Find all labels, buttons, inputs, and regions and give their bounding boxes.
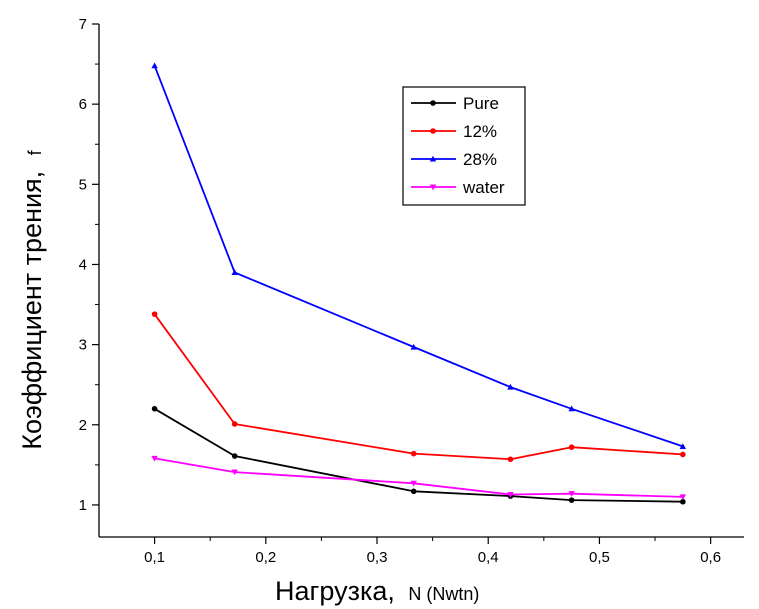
data-point — [679, 494, 687, 501]
data-point — [680, 498, 686, 505]
data-point — [231, 269, 238, 276]
data-point — [410, 343, 417, 350]
series-pure — [151, 405, 686, 505]
axes — [98, 24, 744, 538]
legend-marker — [429, 155, 437, 162]
legend-entry: Pure — [411, 94, 499, 113]
x-tick-label: 0,1 — [144, 549, 165, 566]
legend-entry: 12% — [411, 122, 497, 141]
data-point — [507, 456, 514, 463]
data-point — [231, 421, 238, 427]
data-point — [231, 469, 238, 476]
x-tick-label: 0,4 — [478, 549, 499, 566]
data-point — [151, 405, 158, 412]
data-point — [410, 450, 417, 457]
y-axis-label: Коэффициент трения, f — [17, 149, 47, 449]
data-point — [680, 451, 686, 458]
x-tick-label: 0,5 — [589, 549, 610, 566]
legend-marker — [429, 184, 437, 191]
y-tick-label: 4 — [79, 256, 87, 273]
x-axis-label: Нагрузка, N (Nwtn) — [275, 576, 479, 606]
data-point — [568, 444, 575, 451]
legend-label: water — [462, 178, 505, 197]
legend-entry: water — [411, 178, 505, 197]
data-point — [231, 453, 238, 459]
y-tick-label: 5 — [79, 176, 87, 193]
data-point — [151, 311, 158, 317]
data-point — [568, 405, 575, 412]
series-line — [153, 313, 683, 461]
data-point — [679, 443, 687, 449]
series-28 — [151, 62, 687, 449]
x-tick-label: 0,2 — [255, 549, 276, 566]
legend-label: 28% — [463, 150, 497, 169]
y-axis-label-unit: f — [25, 149, 45, 155]
data-point — [568, 497, 575, 503]
series-line — [154, 408, 683, 503]
series-line — [153, 65, 684, 448]
series-12 — [151, 311, 686, 463]
legend-marker — [430, 100, 436, 106]
y-axis-label-main: Коэффициент трения, — [17, 171, 47, 450]
data-point — [507, 383, 514, 390]
legend-marker — [430, 128, 436, 134]
y-tick-label: 6 — [79, 96, 87, 113]
legend-label: 12% — [463, 122, 497, 141]
legend-label: Pure — [463, 94, 499, 113]
x-tick-label: 0,6 — [700, 549, 721, 566]
y-tick-label: 1 — [79, 497, 87, 514]
data-point — [568, 491, 575, 497]
legend: Pure 12% 28% water — [402, 86, 526, 206]
x-tick-label: 0,3 — [367, 549, 388, 566]
series-line — [154, 457, 683, 498]
data-point — [410, 488, 417, 495]
y-tick-label: 2 — [79, 417, 87, 434]
data-point — [410, 480, 417, 487]
data-point — [151, 455, 158, 462]
y-tick-label: 7 — [79, 16, 87, 33]
x-axis-label-main: Нагрузка, — [275, 576, 395, 606]
legend-entry: 28% — [411, 150, 497, 169]
series-water — [151, 455, 687, 501]
legend-box — [402, 86, 526, 206]
data-point — [507, 491, 514, 498]
y-tick-label: 3 — [79, 337, 87, 354]
x-axis-label-unit: N (Nwtn) — [408, 584, 479, 604]
data-point — [151, 62, 158, 69]
